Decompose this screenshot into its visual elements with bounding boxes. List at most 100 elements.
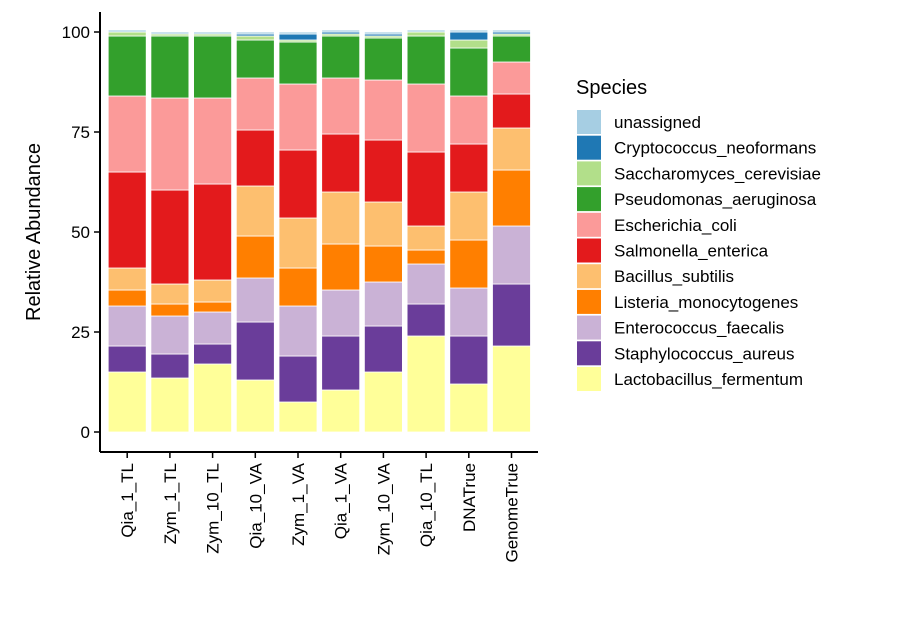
bar-segment-zym-10-va-bacillus-subtilis xyxy=(363,201,403,247)
legend-label: Salmonella_enterica xyxy=(614,242,769,261)
bar-segment-zym-10-va-pseudomonas-aeruginosa xyxy=(363,37,403,81)
bar-segment-dnatrue-bacillus-subtilis xyxy=(449,191,489,241)
legend-label: unassigned xyxy=(614,113,701,132)
legend-title: Species xyxy=(576,77,647,99)
legend-item-salmonella-enterica: Salmonella_enterica xyxy=(577,238,769,263)
bar-segment-dnatrue-saccharomyces-cerevisiae xyxy=(449,39,489,49)
legend-item-lactobacillus-fermentum: Lactobacillus_fermentum xyxy=(577,367,803,391)
bar-segment-dnatrue-staphylococcus-aureus xyxy=(449,335,489,385)
bar-segment-genometrue-unassigned xyxy=(492,29,531,33)
legend-item-staphylococcus-aureus: Staphylococcus_aureus xyxy=(577,341,795,366)
legend-swatch xyxy=(577,289,601,314)
bar-segment-qia-10-va-listeria-monocytogenes xyxy=(235,235,275,279)
bar-segment-zym-1-tl-enterococcus-faecalis xyxy=(150,315,190,355)
bar-stack-zym-10-tl xyxy=(193,31,233,433)
bar-segment-qia-10-tl-unassigned xyxy=(406,29,446,33)
bar-segment-zym-10-va-unassigned xyxy=(363,31,403,35)
bar-segment-zym-10-va-lactobacillus-fermentum xyxy=(363,371,403,433)
x-tick-label-zym-10-tl: Zym_10_TL xyxy=(204,463,223,554)
bar-stack-genometrue xyxy=(492,29,531,433)
legend-label: Pseudomonas_aeruginosa xyxy=(614,190,817,209)
bar-segment-qia-10-tl-listeria-monocytogenes xyxy=(406,249,446,265)
bar-segment-zym-10-va-salmonella-enterica xyxy=(363,139,403,203)
legend-label: Escherichia_coli xyxy=(614,216,737,235)
y-tick-label: 50 xyxy=(71,223,90,242)
bar-segment-genometrue-enterococcus-faecalis xyxy=(492,225,531,285)
plot-area xyxy=(107,29,531,433)
x-tick-label-zym-10-va: Zym_10_VA xyxy=(374,462,393,555)
y-axis-title: Relative Abundance xyxy=(23,143,45,321)
x-tick-label-qia-10-va: Qia_10_VA xyxy=(246,462,265,548)
bar-stack-zym-10-va xyxy=(363,31,403,433)
bar-segment-zym-1-va-escherichia-coli xyxy=(278,83,318,151)
bar-segment-qia-10-va-bacillus-subtilis xyxy=(235,185,275,237)
bar-segment-qia-10-va-salmonella-enterica xyxy=(235,129,275,187)
bar-segment-qia-10-va-pseudomonas-aeruginosa xyxy=(235,39,275,79)
bar-segment-zym-10-tl-salmonella-enterica xyxy=(193,183,233,281)
bar-segment-qia-10-va-escherichia-coli xyxy=(235,77,275,131)
bar-segment-zym-1-va-pseudomonas-aeruginosa xyxy=(278,41,318,85)
legend-swatch xyxy=(577,341,601,366)
legend-item-bacillus-subtilis: Bacillus_subtilis xyxy=(577,264,734,289)
bar-segment-zym-10-va-listeria-monocytogenes xyxy=(363,245,403,283)
bar-stack-qia-1-va xyxy=(321,29,361,433)
x-tick-label-qia-1-va: Qia_1_VA xyxy=(332,462,351,539)
bar-segment-qia-10-va-enterococcus-faecalis xyxy=(235,277,275,323)
legend-swatch xyxy=(577,315,601,340)
bar-segment-dnatrue-listeria-monocytogenes xyxy=(449,239,489,289)
bar-segment-qia-10-tl-salmonella-enterica xyxy=(406,151,446,227)
bar-segment-zym-1-va-salmonella-enterica xyxy=(278,149,318,219)
bar-segment-zym-1-tl-staphylococcus-aureus xyxy=(150,353,190,379)
bar-segment-qia-1-tl-enterococcus-faecalis xyxy=(107,305,147,347)
legend-swatch xyxy=(577,187,601,212)
bar-segment-qia-1-tl-pseudomonas-aeruginosa xyxy=(107,35,147,97)
x-tick-label-genometrue: GenomeTrue xyxy=(503,463,522,563)
bar-segment-dnatrue-lactobacillus-fermentum xyxy=(449,383,489,433)
bar-segment-zym-1-tl-listeria-monocytogenes xyxy=(150,303,190,317)
bar-segment-zym-1-va-cryptococcus-neoformans xyxy=(278,33,318,41)
bar-segment-qia-1-va-bacillus-subtilis xyxy=(321,191,361,245)
bar-segment-qia-1-va-salmonella-enterica xyxy=(321,133,361,193)
bar-segment-zym-1-tl-pseudomonas-aeruginosa xyxy=(150,35,190,99)
y-tick-label: 75 xyxy=(71,123,90,142)
bar-segment-qia-10-tl-saccharomyces-cerevisiae xyxy=(406,31,446,37)
legend-swatch xyxy=(577,238,601,263)
bar-segment-zym-1-tl-salmonella-enterica xyxy=(150,189,190,285)
bar-segment-qia-1-tl-listeria-monocytogenes xyxy=(107,289,147,307)
bar-stack-qia-1-tl xyxy=(107,29,147,433)
bar-segment-zym-10-tl-listeria-monocytogenes xyxy=(193,301,233,313)
legend-swatch xyxy=(577,264,601,289)
bar-segment-zym-10-tl-unassigned xyxy=(193,31,233,35)
legend-swatch xyxy=(577,161,601,186)
bar-segment-zym-10-va-escherichia-coli xyxy=(363,79,403,141)
bar-segment-zym-1-va-bacillus-subtilis xyxy=(278,217,318,269)
bar-segment-qia-10-tl-enterococcus-faecalis xyxy=(406,263,446,305)
bar-segment-dnatrue-pseudomonas-aeruginosa xyxy=(449,47,489,97)
bar-segment-qia-1-va-enterococcus-faecalis xyxy=(321,289,361,337)
legend-swatch xyxy=(577,212,601,237)
bar-segment-qia-10-va-saccharomyces-cerevisiae xyxy=(235,35,275,41)
legend-item-pseudomonas-aeruginosa: Pseudomonas_aeruginosa xyxy=(577,187,817,212)
y-tick-label: 100 xyxy=(62,23,90,42)
bar-segment-zym-1-tl-unassigned xyxy=(150,31,190,35)
x-tick-label-qia-10-tl: Qia_10_TL xyxy=(417,463,436,547)
bar-stack-qia-10-va xyxy=(235,31,275,433)
bar-segment-zym-10-tl-escherichia-coli xyxy=(193,97,233,185)
bar-stack-dnatrue xyxy=(449,29,489,433)
bar-segment-qia-10-tl-staphylococcus-aureus xyxy=(406,303,446,337)
bar-segment-zym-10-va-enterococcus-faecalis xyxy=(363,281,403,327)
bar-segment-qia-10-va-unassigned xyxy=(235,31,275,35)
bar-segment-zym-10-tl-enterococcus-faecalis xyxy=(193,311,233,345)
legend-item-listeria-monocytogenes: Listeria_monocytogenes xyxy=(577,289,798,314)
bar-segment-dnatrue-unassigned xyxy=(449,29,489,33)
bar-segment-qia-1-va-unassigned xyxy=(321,29,361,33)
bar-segment-zym-10-tl-bacillus-subtilis xyxy=(193,279,233,303)
legend-label: Staphylococcus_aureus xyxy=(614,344,795,363)
bar-segment-genometrue-salmonella-enterica xyxy=(492,93,531,129)
bar-segment-qia-10-tl-pseudomonas-aeruginosa xyxy=(406,35,446,85)
bar-segment-qia-1-va-staphylococcus-aureus xyxy=(321,335,361,391)
bar-segment-qia-1-va-pseudomonas-aeruginosa xyxy=(321,35,361,79)
bar-segment-zym-1-va-lactobacillus-fermentum xyxy=(278,401,318,433)
bar-segment-qia-1-va-lactobacillus-fermentum xyxy=(321,389,361,433)
